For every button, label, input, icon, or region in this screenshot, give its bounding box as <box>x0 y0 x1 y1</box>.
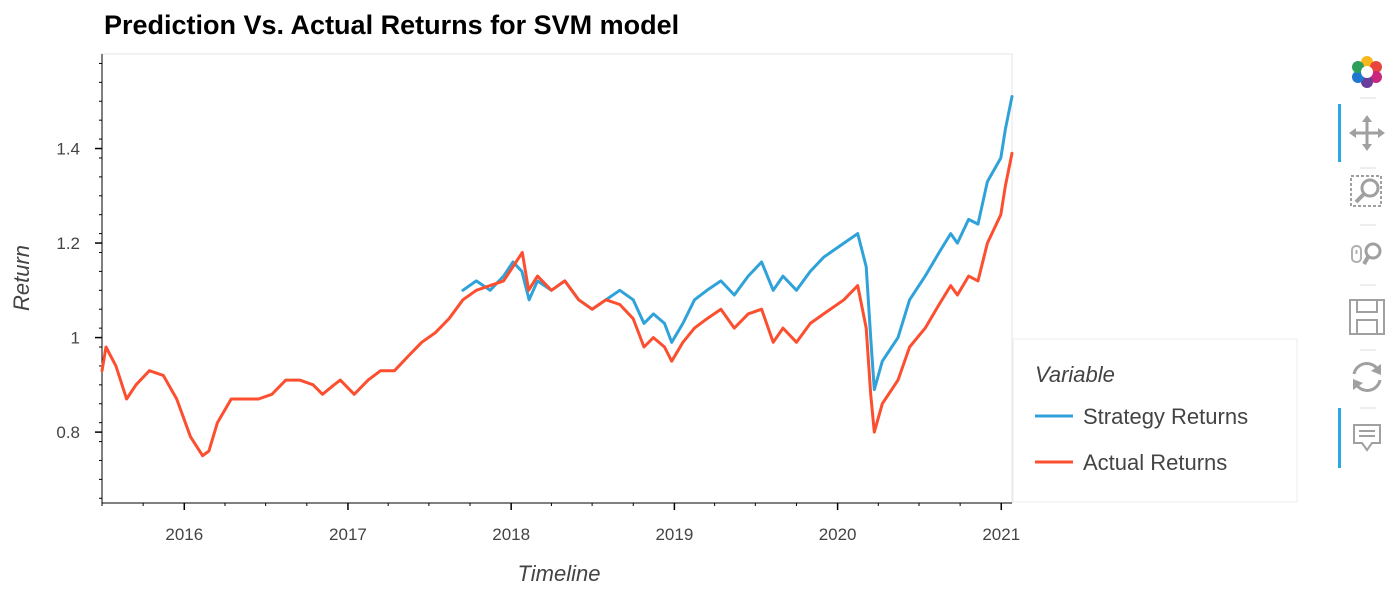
y-axis-label: Return <box>9 245 34 311</box>
bokeh-logo-icon[interactable] <box>1352 56 1382 88</box>
y-tick-label: 1 <box>71 329 80 348</box>
x-tick-label: 2021 <box>982 525 1020 544</box>
chart-title: Prediction Vs. Actual Returns for SVM mo… <box>104 10 679 40</box>
hover-tool-active-indicator <box>1338 408 1341 468</box>
axes: 0.8 1 1.2 1.4 2016 2017 2018 2019 2020 2021 <box>56 54 1020 544</box>
legend: Variable Strategy Returns Actual Returns <box>1012 338 1298 503</box>
y-tick-label: 1.4 <box>56 140 80 159</box>
legend-label-actual-returns: Actual Returns <box>1083 450 1227 475</box>
x-tick-label: 2018 <box>492 525 530 544</box>
plot-frame[interactable] <box>101 53 1013 504</box>
y-tick-label: 1.2 <box>56 234 80 253</box>
hover-icon[interactable] <box>1353 424 1381 452</box>
series-line-actual-returns[interactable] <box>100 151 1014 458</box>
legend-label-strategy-returns: Strategy Returns <box>1083 404 1248 429</box>
x-tick-label: 2017 <box>329 525 367 544</box>
wheel-zoom-icon[interactable] <box>1351 242 1382 265</box>
pan-tool-active-indicator <box>1338 104 1341 162</box>
reset-icon[interactable] <box>1352 362 1382 392</box>
series-lines <box>100 95 1014 458</box>
legend-box <box>1012 338 1298 503</box>
x-axis-label: Timeline <box>518 561 601 586</box>
save-icon[interactable] <box>1349 299 1385 335</box>
x-tick-label: 2020 <box>819 525 857 544</box>
x-tick-label: 2019 <box>655 525 693 544</box>
box-zoom-icon[interactable] <box>1350 175 1382 207</box>
y-tick-label: 0.8 <box>56 423 80 442</box>
x-tick-label: 2016 <box>165 525 203 544</box>
legend-title: Variable <box>1035 362 1115 387</box>
toolbar <box>1338 56 1385 468</box>
pan-icon[interactable] <box>1349 115 1385 151</box>
